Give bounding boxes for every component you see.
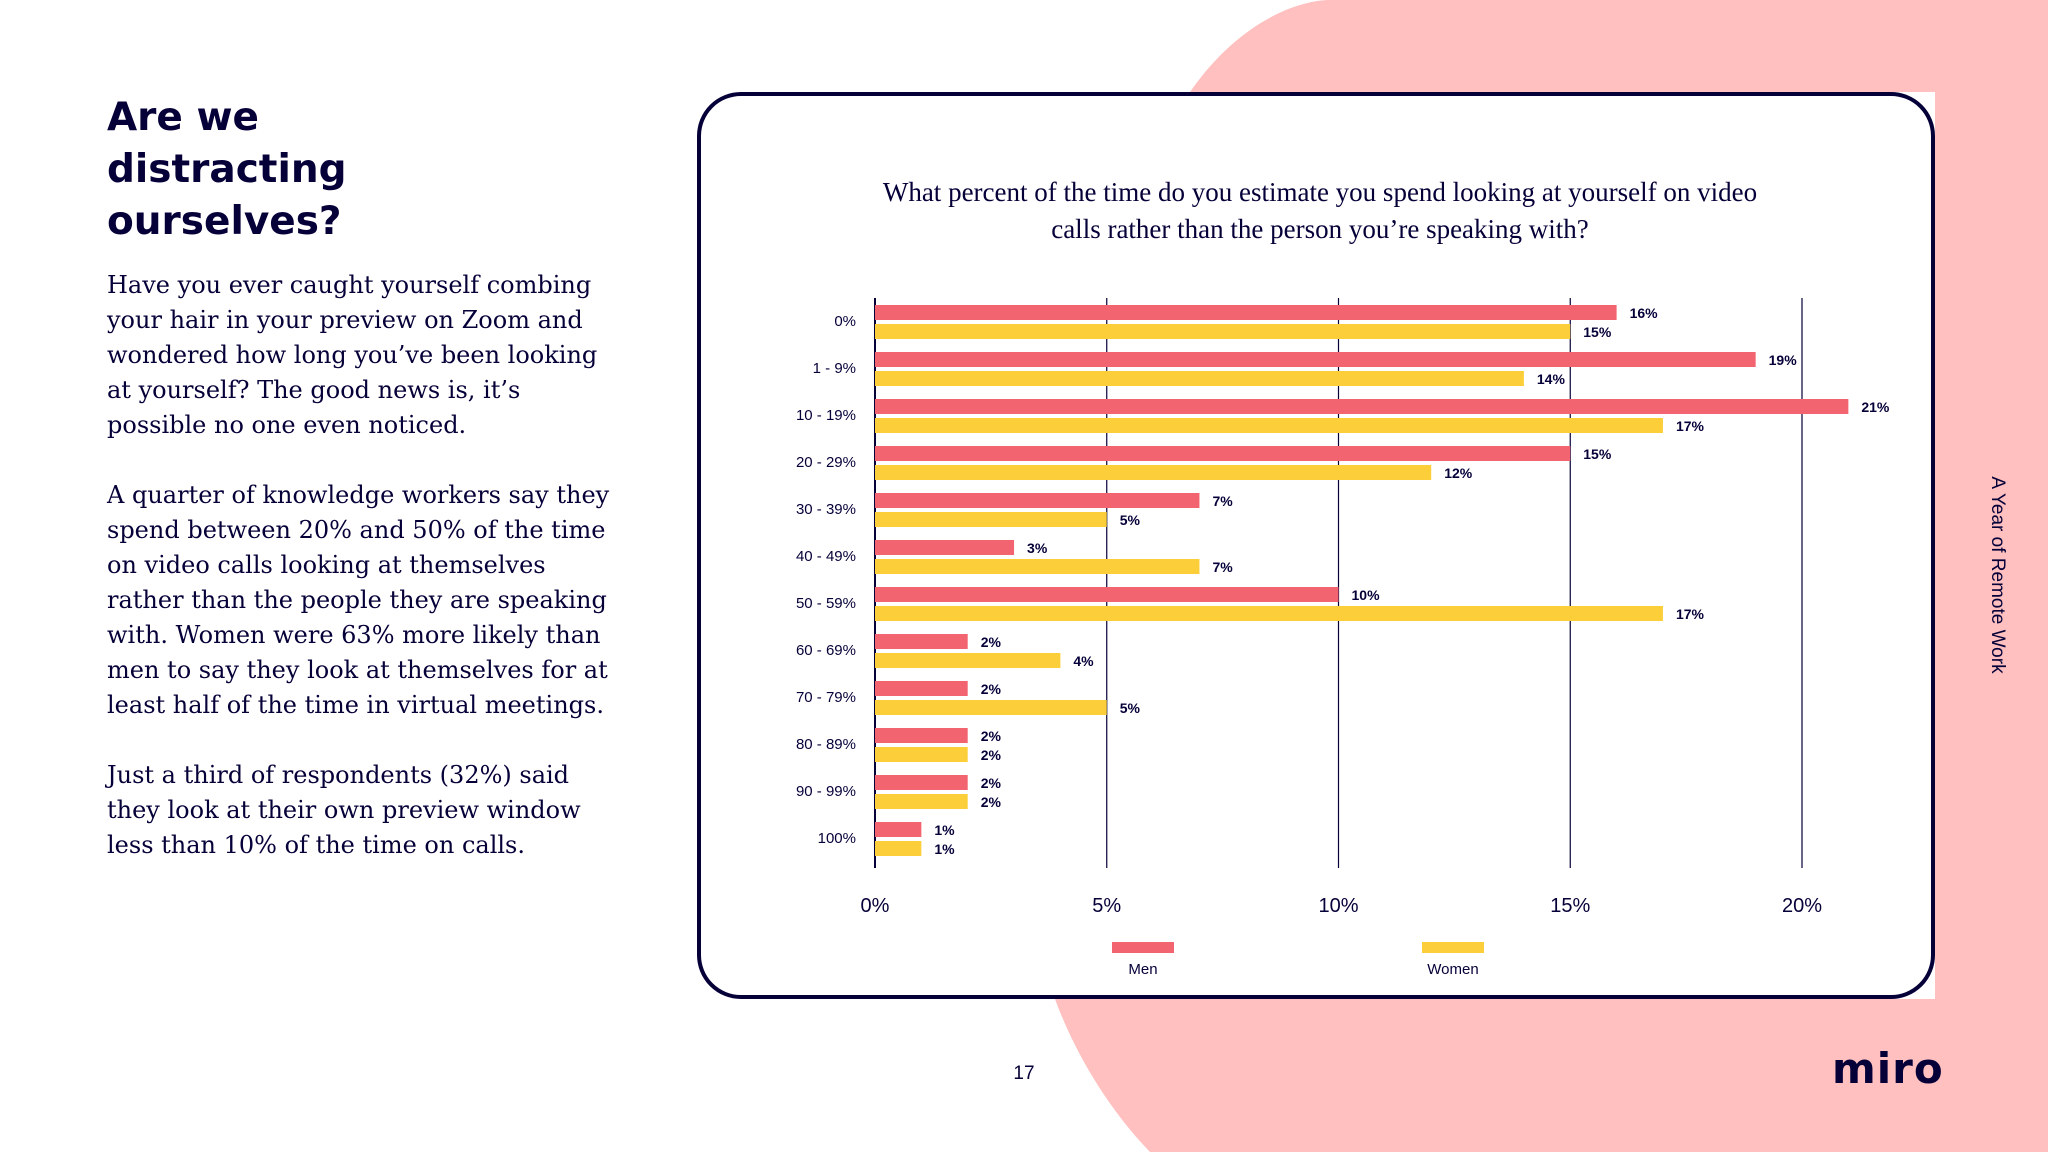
bar-men: [875, 540, 1015, 555]
legend-label-women: Women: [1427, 961, 1479, 978]
data-label-men: 10%: [1352, 587, 1381, 603]
data-label-women: 4%: [1073, 653, 1094, 669]
bar-women: [875, 841, 922, 856]
bar-women: [875, 324, 1571, 339]
data-label-women: 2%: [981, 794, 1002, 810]
bar-men: [875, 822, 922, 837]
bar-women: [875, 747, 968, 762]
bar-men: [875, 587, 1339, 602]
bar-men: [875, 493, 1200, 508]
heading-line-1: Are we: [107, 95, 259, 140]
side-label: A Year of Remote Work: [1987, 476, 2008, 674]
bar-men: [875, 399, 1849, 414]
page-heading: Are we distracting ourselves?: [107, 92, 507, 248]
bar-women: [875, 371, 1524, 386]
bar-women: [875, 559, 1200, 574]
x-tick-label: 5%: [1092, 895, 1121, 917]
category-label: 90 - 99%: [796, 783, 856, 800]
page-number: 17: [1013, 1063, 1035, 1084]
x-tick-label: 10%: [1318, 895, 1358, 917]
category-label: 60 - 69%: [796, 642, 856, 659]
category-label: 0%: [834, 313, 856, 330]
paragraph-3: Just a third of respondents (32%) said t…: [107, 761, 581, 859]
data-label-men: 2%: [981, 728, 1002, 744]
pink-blob: [1055, 0, 2048, 1152]
legend-swatch-women: [1422, 942, 1484, 953]
paragraph-1: Have you ever caught yourself combing yo…: [107, 271, 598, 439]
data-label-men: 2%: [981, 681, 1002, 697]
data-label-women: 2%: [981, 747, 1002, 763]
data-label-women: 7%: [1212, 559, 1233, 575]
data-label-men: 15%: [1583, 446, 1612, 462]
x-tick-label: 0%: [861, 895, 890, 917]
category-label: 20 - 29%: [796, 454, 856, 471]
legend-swatch-men: [1112, 942, 1174, 953]
category-label: 50 - 59%: [796, 595, 856, 612]
data-label-men: 3%: [1027, 540, 1048, 556]
bar-men: [875, 728, 968, 743]
legend-item-men: Men: [1083, 942, 1203, 978]
data-label-women: 17%: [1676, 606, 1705, 622]
data-label-men: 1%: [934, 822, 955, 838]
legend-item-women: Women: [1393, 942, 1513, 978]
data-label-women: 14%: [1537, 371, 1566, 387]
data-label-men: 16%: [1630, 305, 1659, 321]
bar-women: [875, 794, 968, 809]
bar-women: [875, 465, 1432, 480]
data-label-women: 15%: [1583, 324, 1612, 340]
bar-women: [875, 418, 1663, 433]
data-label-women: 1%: [934, 841, 955, 857]
x-tick-label: 15%: [1550, 895, 1590, 917]
x-tick-label: 20%: [1782, 895, 1822, 917]
category-label: 100%: [818, 830, 856, 847]
bar-men: [875, 775, 968, 790]
heading-line-3: ourselves?: [107, 199, 342, 244]
bar-women: [875, 512, 1107, 527]
data-label-women: 5%: [1120, 700, 1141, 716]
data-label-women: 12%: [1444, 465, 1473, 481]
category-label: 30 - 39%: [796, 501, 856, 518]
data-label-men: 2%: [981, 775, 1002, 791]
category-label: 70 - 79%: [796, 689, 856, 706]
category-label: 10 - 19%: [796, 407, 856, 424]
bar-women: [875, 606, 1663, 621]
category-label: 1 - 9%: [813, 360, 856, 377]
data-label-women: 5%: [1120, 512, 1141, 528]
bar-men: [875, 634, 968, 649]
bar-men: [875, 305, 1617, 320]
legend-label-men: Men: [1128, 961, 1158, 978]
category-label: 80 - 89%: [796, 736, 856, 753]
category-label: 40 - 49%: [796, 548, 856, 565]
bar-women: [875, 653, 1061, 668]
bar-men: [875, 681, 968, 696]
paragraph-2: A quarter of knowledge workers say they …: [107, 481, 610, 719]
data-label-men: 19%: [1769, 352, 1798, 368]
bar-women: [875, 700, 1107, 715]
data-label-men: 21%: [1861, 399, 1890, 415]
data-label-men: 2%: [981, 634, 1002, 650]
body-text: Have you ever caught yourself combing yo…: [107, 268, 627, 898]
heading-line-2: distracting: [107, 147, 347, 192]
miro-logo: miro: [1832, 1044, 1944, 1093]
bar-men: [875, 446, 1571, 461]
bar-men: [875, 352, 1756, 367]
data-label-men: 7%: [1212, 493, 1233, 509]
chart-title: What percent of the time do you estimate…: [882, 177, 1758, 244]
data-label-women: 17%: [1676, 418, 1705, 434]
